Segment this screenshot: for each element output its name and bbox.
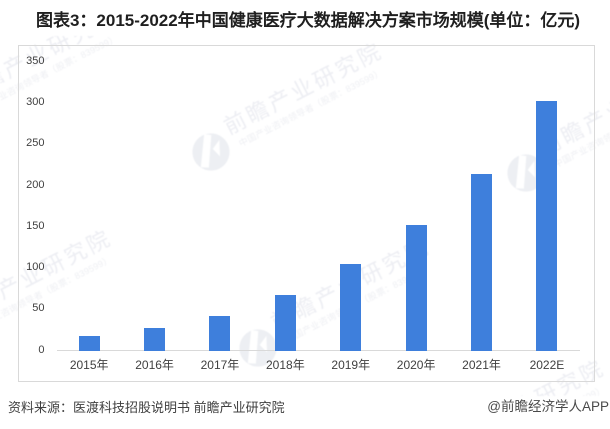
- bar-2016年: [144, 327, 166, 351]
- x-axis-line: [56, 349, 580, 351]
- x-tick-label: 2020年: [396, 357, 436, 372]
- watermark-logo-icon: [239, 329, 277, 367]
- y-tick-label: 150: [26, 219, 45, 232]
- bar-2018年: [274, 295, 296, 351]
- x-tick-label: 2019年: [331, 357, 371, 372]
- bar-2022E: [536, 100, 558, 351]
- source-note: 资料来源：医渡科技招股说明书 前瞻产业研究院: [8, 400, 285, 415]
- chart-title: 图表3：2015-2022年中国健康医疗大数据解决方案市场规模(单位：亿元): [35, 11, 581, 30]
- plot-area: [18, 45, 595, 382]
- x-tick-label: 2021年: [462, 357, 501, 372]
- x-tick-label: 2017年: [200, 357, 240, 372]
- y-tick-label: 200: [26, 178, 45, 191]
- x-tick-label: 2022E: [529, 357, 565, 372]
- credit-note: @前瞻经济学人APP: [487, 399, 609, 414]
- y-tick-label: 0: [38, 343, 45, 356]
- y-tick-label: 50: [32, 302, 45, 315]
- x-tick-label: 2015年: [69, 357, 109, 372]
- y-tick-label: 250: [26, 137, 45, 150]
- y-tick-label: 350: [26, 54, 45, 67]
- bar-2021年: [471, 174, 493, 351]
- bar-2020年: [405, 225, 427, 351]
- bar-2017年: [209, 316, 231, 351]
- watermark-logo-icon: [191, 133, 230, 171]
- watermark-layer: 前瞻产业研究院 中国产业咨询领导者（股票：839599） 前瞻产业研究院 中国产业咨询…: [0, 36, 610, 396]
- bar-2015年: [78, 335, 100, 351]
- bar-2019年: [340, 264, 362, 351]
- watermark-logo-icon: [507, 154, 545, 192]
- x-tick-label: 2018年: [266, 357, 305, 372]
- y-tick-label: 300: [26, 95, 45, 108]
- y-tick-label: 100: [26, 261, 45, 274]
- x-tick-label: 2016年: [135, 357, 174, 372]
